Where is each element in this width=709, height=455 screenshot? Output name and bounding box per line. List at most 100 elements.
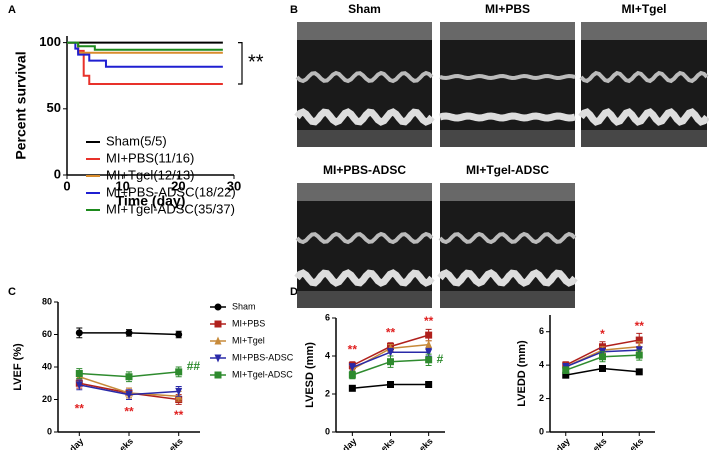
annotation: ** — [386, 325, 396, 339]
x-tick-label: 20 — [171, 178, 185, 193]
marker — [214, 354, 222, 363]
y-axis-title: LVESD (mm) — [304, 342, 316, 408]
marker — [599, 353, 606, 361]
x-tick-label: 2 weeks — [104, 436, 135, 450]
y-tick-label: 2 — [539, 393, 544, 403]
marker — [348, 371, 356, 379]
echo-wall — [579, 70, 709, 84]
marker — [562, 371, 570, 379]
annotation: ** — [635, 319, 645, 333]
y-tick-label: 6 — [325, 312, 330, 322]
marker — [214, 320, 222, 328]
y-axis-title: Percent survival — [13, 51, 29, 159]
echo-wall — [294, 269, 435, 287]
legend-label: MI+PBS — [232, 318, 265, 328]
legend-label: MI+Tgel — [232, 335, 265, 345]
annotation: ** — [248, 52, 264, 74]
x-tick-label: 0 — [63, 178, 70, 193]
marker — [125, 391, 133, 400]
y-tick-label: 0 — [539, 426, 544, 436]
survival-line — [67, 41, 223, 51]
echo-band — [440, 22, 575, 40]
annotation: ** — [174, 408, 184, 422]
annotation: ** — [424, 314, 434, 328]
marker — [175, 331, 183, 338]
echo-wall — [439, 73, 576, 81]
panel-label: D — [290, 286, 298, 298]
echo-bottom — [297, 130, 432, 147]
marker — [214, 371, 222, 379]
legend-label: MI+Tgel(12/13) — [106, 167, 195, 182]
y-tick-label: 50 — [47, 100, 61, 115]
x-tick-label: 30 — [227, 178, 241, 193]
echo-bottom — [297, 291, 432, 308]
marker — [635, 368, 643, 376]
marker — [425, 381, 433, 388]
echo-band — [297, 22, 432, 40]
echo-image — [581, 22, 707, 147]
x-tick-label: 2 weeks — [577, 436, 608, 450]
marker — [348, 363, 356, 372]
marker — [348, 384, 356, 392]
marker — [75, 370, 83, 377]
y-tick-label: 40 — [42, 361, 52, 371]
legend-label: Sham(5/5) — [106, 133, 167, 148]
echo-image — [297, 22, 432, 147]
x-tick-label: 1 day — [548, 436, 571, 450]
echo-wall — [438, 231, 577, 245]
y-axis-title: LVEDD (mm) — [516, 340, 528, 407]
marker — [125, 329, 133, 337]
echo-bottom — [440, 130, 575, 147]
x-tick-label: 1 day — [335, 436, 358, 450]
marker — [635, 336, 643, 344]
annotation: ** — [124, 405, 134, 419]
echo-image — [297, 183, 432, 308]
annotation: ** — [75, 401, 85, 415]
legend-label: MI+PBS(11/16) — [106, 150, 194, 165]
marker — [175, 368, 183, 376]
echo-bottom — [440, 291, 575, 308]
y-tick-label: 6 — [539, 326, 544, 336]
marker — [214, 303, 222, 311]
y-tick-label: 0 — [47, 426, 52, 436]
marker — [425, 331, 433, 339]
x-tick-label: 4 weeks — [153, 436, 184, 450]
x-tick-label: 10 — [115, 178, 129, 193]
echo-band — [297, 183, 432, 201]
legend-label: Sham — [232, 301, 256, 311]
marker — [635, 351, 643, 359]
echo-image — [440, 183, 575, 308]
echo-wall — [439, 112, 576, 122]
marker — [425, 340, 433, 349]
legend-label: MI+Tgel-ADSC — [232, 369, 293, 379]
image-title: MI+PBS-ADSC — [323, 163, 406, 177]
marker — [562, 366, 570, 374]
y-tick-label: 2 — [325, 388, 330, 398]
marker — [387, 381, 394, 388]
echo-wall — [578, 108, 709, 126]
marker — [425, 348, 433, 357]
echo-band — [440, 183, 575, 201]
annotation: ## — [187, 359, 201, 373]
marker — [175, 387, 183, 396]
marker — [75, 381, 83, 390]
panel-label: A — [8, 4, 16, 16]
annotation: # — [437, 352, 444, 366]
legend-label: MI+Tgel-ADSC(35/37) — [106, 201, 235, 216]
echo-wall — [437, 269, 578, 287]
x-tick-label: 2 weeks — [365, 436, 396, 450]
echo-band — [581, 22, 707, 40]
marker — [599, 364, 606, 372]
marker — [387, 348, 394, 357]
echo-wall — [294, 108, 435, 126]
legend-label: MI+PBS-ADSC(18/22) — [106, 184, 236, 199]
y-tick-label: 100 — [39, 34, 61, 49]
significance-bracket — [238, 42, 243, 85]
survival-line — [67, 41, 223, 68]
annotation: ** — [348, 342, 358, 356]
y-tick-label: 4 — [325, 350, 330, 360]
x-tick-label: 1 day — [62, 436, 85, 450]
x-tick-label: 4 weeks — [403, 436, 434, 450]
annotation: * — [600, 327, 605, 341]
